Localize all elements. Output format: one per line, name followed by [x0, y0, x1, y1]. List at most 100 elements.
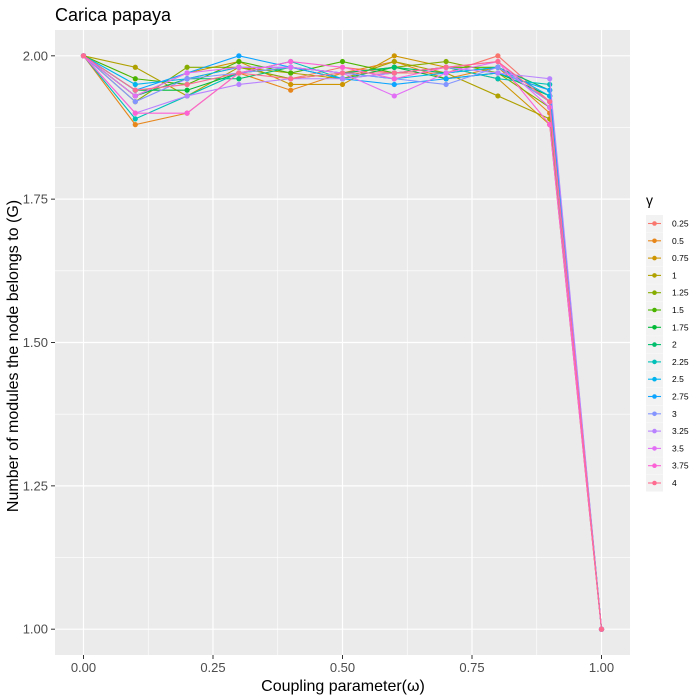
legend-label: 1	[672, 270, 677, 280]
legend-label: 3.5	[672, 443, 684, 453]
legend-title: γ	[646, 192, 653, 208]
data-point	[132, 81, 138, 88]
y-tick-label: 1.25	[23, 478, 48, 493]
legend-label: 2.25	[672, 357, 689, 367]
data-point	[391, 93, 397, 99]
legend-label: 3	[672, 409, 677, 419]
data-point	[184, 93, 190, 99]
legend-label: 2.75	[672, 392, 689, 402]
y-tick-label: 1.75	[23, 192, 48, 207]
legend-item: 2.25	[646, 353, 689, 371]
legend-item: 0.75	[646, 249, 689, 267]
data-point	[598, 626, 605, 632]
data-point	[339, 81, 346, 88]
data-point	[288, 81, 294, 88]
legend-label: 0.25	[672, 219, 689, 229]
data-point	[391, 64, 397, 70]
x-tick-label: 0.00	[71, 660, 96, 675]
data-point	[184, 76, 190, 82]
legend-label: 2.5	[672, 374, 684, 384]
legend-label: 1.5	[672, 305, 684, 315]
data-point	[236, 53, 242, 59]
data-point	[391, 76, 397, 82]
legend-key-point	[652, 394, 657, 399]
legend-item: 2.5	[646, 370, 684, 388]
legend-key-point	[652, 238, 657, 244]
data-point	[132, 116, 138, 122]
series-layer	[80, 53, 605, 632]
legend-item: 2	[646, 336, 677, 354]
data-point	[132, 122, 138, 128]
data-point	[236, 76, 242, 82]
legend-label: 0.5	[672, 236, 684, 246]
data-point	[443, 76, 449, 82]
legend-key-point	[652, 255, 657, 261]
x-axis: 0.00 0.25 0.50 0.75 1.00	[71, 655, 614, 675]
legend-key-point	[652, 376, 657, 382]
data-point	[236, 58, 242, 65]
legend-item: 1.25	[646, 284, 689, 302]
legend-item: 1.75	[646, 318, 689, 336]
legend-key-point	[652, 273, 657, 278]
data-point	[132, 76, 138, 82]
legend-item: 4	[646, 474, 677, 492]
series-4	[80, 53, 605, 632]
data-point	[339, 76, 346, 82]
data-point	[495, 93, 501, 99]
x-tick-label: 1.00	[589, 660, 614, 675]
data-point	[184, 64, 190, 70]
data-point	[184, 110, 190, 116]
data-point	[495, 64, 501, 70]
y-tick-label: 1.50	[23, 335, 48, 350]
data-point	[443, 58, 449, 65]
legend-key-point	[652, 221, 657, 226]
legend-item: 3.75	[646, 457, 689, 475]
legend-key-point	[652, 446, 657, 451]
data-point	[339, 70, 346, 76]
data-point	[391, 53, 397, 59]
data-point	[495, 53, 501, 59]
legend-item: 2.75	[646, 388, 689, 405]
data-point	[547, 87, 553, 93]
data-point	[288, 70, 294, 76]
data-point	[391, 81, 397, 88]
x-tick-label: 0.25	[200, 660, 225, 675]
data-point	[547, 76, 553, 82]
data-point	[288, 76, 294, 82]
data-point	[339, 64, 346, 70]
data-point	[443, 81, 449, 88]
legend-item: 3	[646, 405, 677, 423]
legend-item: 0.25	[646, 215, 689, 232]
data-point	[339, 58, 346, 65]
legend-label: 1.75	[672, 322, 689, 332]
chart-title: Carica papaya	[55, 5, 172, 25]
legend-item: 3.25	[646, 422, 689, 440]
data-point	[288, 87, 294, 93]
data-point	[236, 81, 242, 88]
data-point	[443, 70, 449, 76]
data-point	[443, 64, 449, 70]
data-point	[236, 64, 242, 70]
legend-key-point	[652, 342, 657, 347]
data-point	[288, 58, 294, 65]
legend-key-point	[652, 359, 657, 365]
y-axis: 1.00 1.25 1.50 1.75 2.00	[23, 48, 55, 637]
data-point	[547, 99, 553, 105]
data-point	[184, 87, 190, 93]
legend-key-point	[652, 411, 657, 417]
data-point	[184, 70, 190, 76]
legend-key-point	[652, 290, 657, 296]
data-point	[547, 104, 553, 111]
data-point	[495, 70, 501, 76]
legend-key-point	[652, 463, 657, 469]
data-point	[132, 64, 138, 70]
legend-label: 0.75	[672, 253, 689, 263]
legend-item: 1	[646, 266, 677, 284]
data-point	[391, 58, 397, 65]
data-point	[495, 58, 501, 65]
x-tick-label: 0.50	[330, 660, 355, 675]
legend-key-point	[652, 480, 657, 486]
legend-label: 3.75	[672, 461, 689, 471]
legend-key-point	[652, 307, 657, 313]
